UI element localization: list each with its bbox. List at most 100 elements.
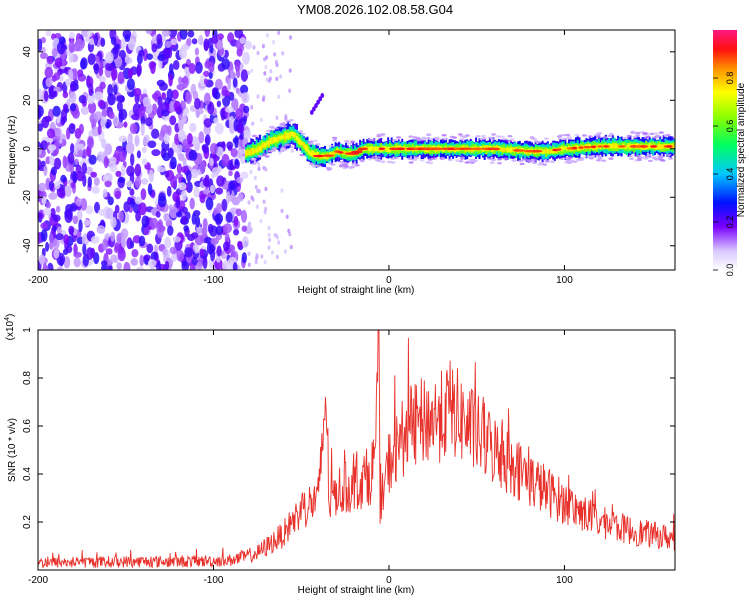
heatmap-cell [199, 160, 206, 174]
ridge-peak [578, 146, 584, 149]
heatmap-cell [145, 117, 153, 127]
heatmap-cell [145, 30, 153, 35]
ridge-cell [311, 150, 314, 157]
heatmap-cell [173, 100, 181, 112]
ridge-cell [280, 135, 283, 140]
heatmap-cell [185, 91, 193, 105]
heatmap-cell [58, 36, 66, 45]
ridge-halo [344, 140, 350, 143]
ridge-cell [271, 137, 274, 144]
ridge-cell [269, 137, 272, 144]
heatmap-cell [100, 37, 106, 48]
heatmap-cell [134, 196, 143, 205]
heatmap-cell [274, 59, 278, 65]
heatmap-cell [236, 177, 244, 184]
ridge-cell [617, 144, 620, 149]
heatmap-cell [226, 141, 234, 150]
ridge-halo [350, 140, 356, 143]
heatmap-cell [113, 84, 118, 96]
heatmap-cell [124, 56, 133, 65]
heatmap-cell [213, 117, 219, 124]
side-feature-cell [320, 93, 325, 98]
ridge-halo [556, 135, 562, 138]
ridge-halo [574, 133, 580, 137]
heatmap-cell [226, 191, 231, 204]
heatmap-cell [215, 187, 224, 195]
ridge-halo [581, 134, 587, 137]
heatmap-cell [135, 211, 142, 222]
x-tick-label: 0 [386, 275, 392, 286]
heatmap-cell [85, 35, 90, 43]
heatmap-cell [235, 208, 242, 217]
ridge-halo [472, 159, 478, 163]
heatmap-cell [138, 105, 146, 118]
ridge-peak [338, 151, 344, 154]
heatmap-cell [217, 33, 224, 40]
ridge-halo [529, 136, 535, 139]
heatmap-cell [45, 30, 52, 37]
heatmap-cell [214, 213, 224, 225]
ridge-halo [658, 131, 664, 134]
heatmap-cell [202, 70, 210, 77]
heatmap-cell [140, 188, 147, 201]
heatmap-cell [40, 140, 49, 151]
ridge-halo [427, 158, 433, 161]
heatmap-cell [94, 111, 103, 120]
heatmap-cell [105, 207, 114, 220]
heatmap-cell [215, 78, 223, 91]
heatmap-cell [203, 38, 210, 51]
heatmap-cell [90, 171, 97, 178]
heatmap-cell [48, 192, 58, 200]
heatmap-cell [271, 250, 274, 255]
heatmap-cell [209, 157, 214, 167]
heatmap-cell [280, 208, 284, 214]
heatmap-cell [263, 71, 267, 76]
heatmap-cell [277, 30, 281, 35]
heatmap-cell [195, 110, 200, 119]
heatmap-cell [195, 215, 201, 228]
heatmap-cell [234, 135, 239, 149]
heatmap-cell [126, 78, 135, 90]
heatmap-cell [41, 196, 47, 205]
ridge-peak [556, 148, 562, 151]
ridge-cell [274, 137, 277, 143]
ridge-halo [532, 161, 537, 164]
heatmap-cell [179, 30, 188, 40]
ridge-halo [332, 136, 338, 140]
heatmap-cell [202, 144, 209, 154]
ridge-halo [308, 142, 314, 145]
ridge-cell [253, 148, 256, 154]
ridge-halo [636, 154, 641, 158]
ridge-cell [332, 151, 335, 157]
heatmap-cell [207, 101, 215, 115]
ridge-halo [462, 135, 468, 138]
heatmap-cell [265, 33, 269, 38]
heatmap-cell [256, 50, 260, 56]
ridge-cell [266, 141, 269, 146]
y-tick-label: 0.4 [22, 467, 33, 481]
heatmap-cell [127, 68, 133, 78]
heatmap-cell [120, 37, 127, 50]
heatmap-cell [76, 171, 85, 182]
ridge-peak [491, 147, 501, 151]
ridge-halo [407, 157, 413, 160]
heatmap-cell [240, 171, 249, 179]
ridge-cell [296, 136, 298, 141]
ridge-cell [511, 147, 514, 152]
ridge-cell [541, 149, 544, 155]
snr-multiplier-text: (x104) [4, 314, 16, 341]
ridge-halo [417, 138, 423, 142]
ridge-halo [412, 158, 418, 162]
heatmap-cell [188, 149, 198, 161]
x-tick-label: 0 [386, 575, 392, 586]
ridge-cell [288, 131, 291, 138]
heatmap-cell [49, 233, 54, 245]
heatmap-cell [136, 65, 141, 77]
heatmap-cell [45, 156, 51, 165]
snr-x-label: Height of straight line (km) [298, 585, 415, 596]
ridge-cell [294, 133, 297, 138]
heatmap-cell [191, 256, 198, 266]
ridge-cell [373, 146, 376, 152]
heatmap-cell [261, 97, 265, 102]
snr-x-ticks: -200 -100 0 100 [28, 330, 573, 586]
